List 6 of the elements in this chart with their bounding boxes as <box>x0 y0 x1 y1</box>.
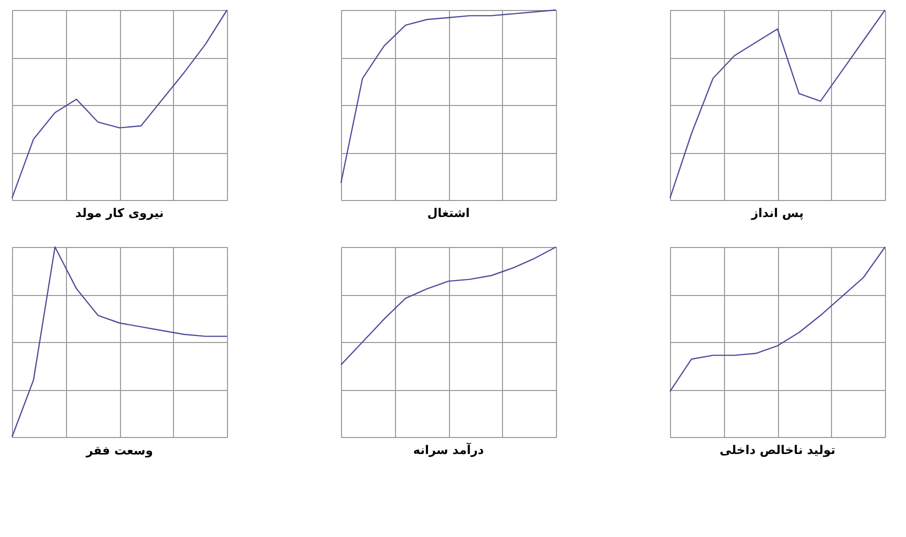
text: وسعت فقر <box>85 444 153 458</box>
text: درآمد سرانه <box>413 442 484 457</box>
text: تولید ناخالص داخلی <box>720 443 836 457</box>
text: نیروی کار مولد <box>75 206 164 220</box>
text: پس انداز <box>750 206 804 220</box>
text: اشتغال <box>427 206 470 220</box>
